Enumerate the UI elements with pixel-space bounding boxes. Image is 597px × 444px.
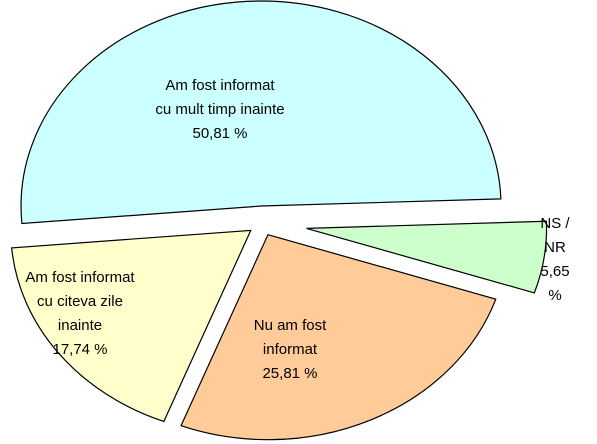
value-label: 25,81 %	[262, 365, 318, 382]
category-label: Am fost informat cu mult timp inainte	[155, 77, 285, 118]
category-label: Nu am fost informat	[253, 317, 327, 358]
value-label: 5,65 %	[540, 263, 570, 304]
value-label: 50,81 %	[192, 125, 248, 142]
slice-label: Am fost informat cu citeva zile inainte 1…	[25, 266, 134, 362]
pie-slice	[11, 229, 252, 423]
pie-slice	[20, 0, 502, 225]
category-label: Am fost informat cu citeva zile inainte	[25, 269, 135, 334]
pie-slice	[306, 220, 548, 294]
slice-label: Nu am fost informat 25,81 %	[254, 314, 327, 386]
category-label: NS / NR	[540, 215, 570, 256]
slice-label: Am fost informat cu mult timp inainte 50,…	[155, 74, 284, 146]
value-label: 17,74 %	[52, 341, 108, 358]
pie-slice	[180, 233, 497, 441]
slice-label: NS / NR 5,65 %	[534, 212, 576, 308]
